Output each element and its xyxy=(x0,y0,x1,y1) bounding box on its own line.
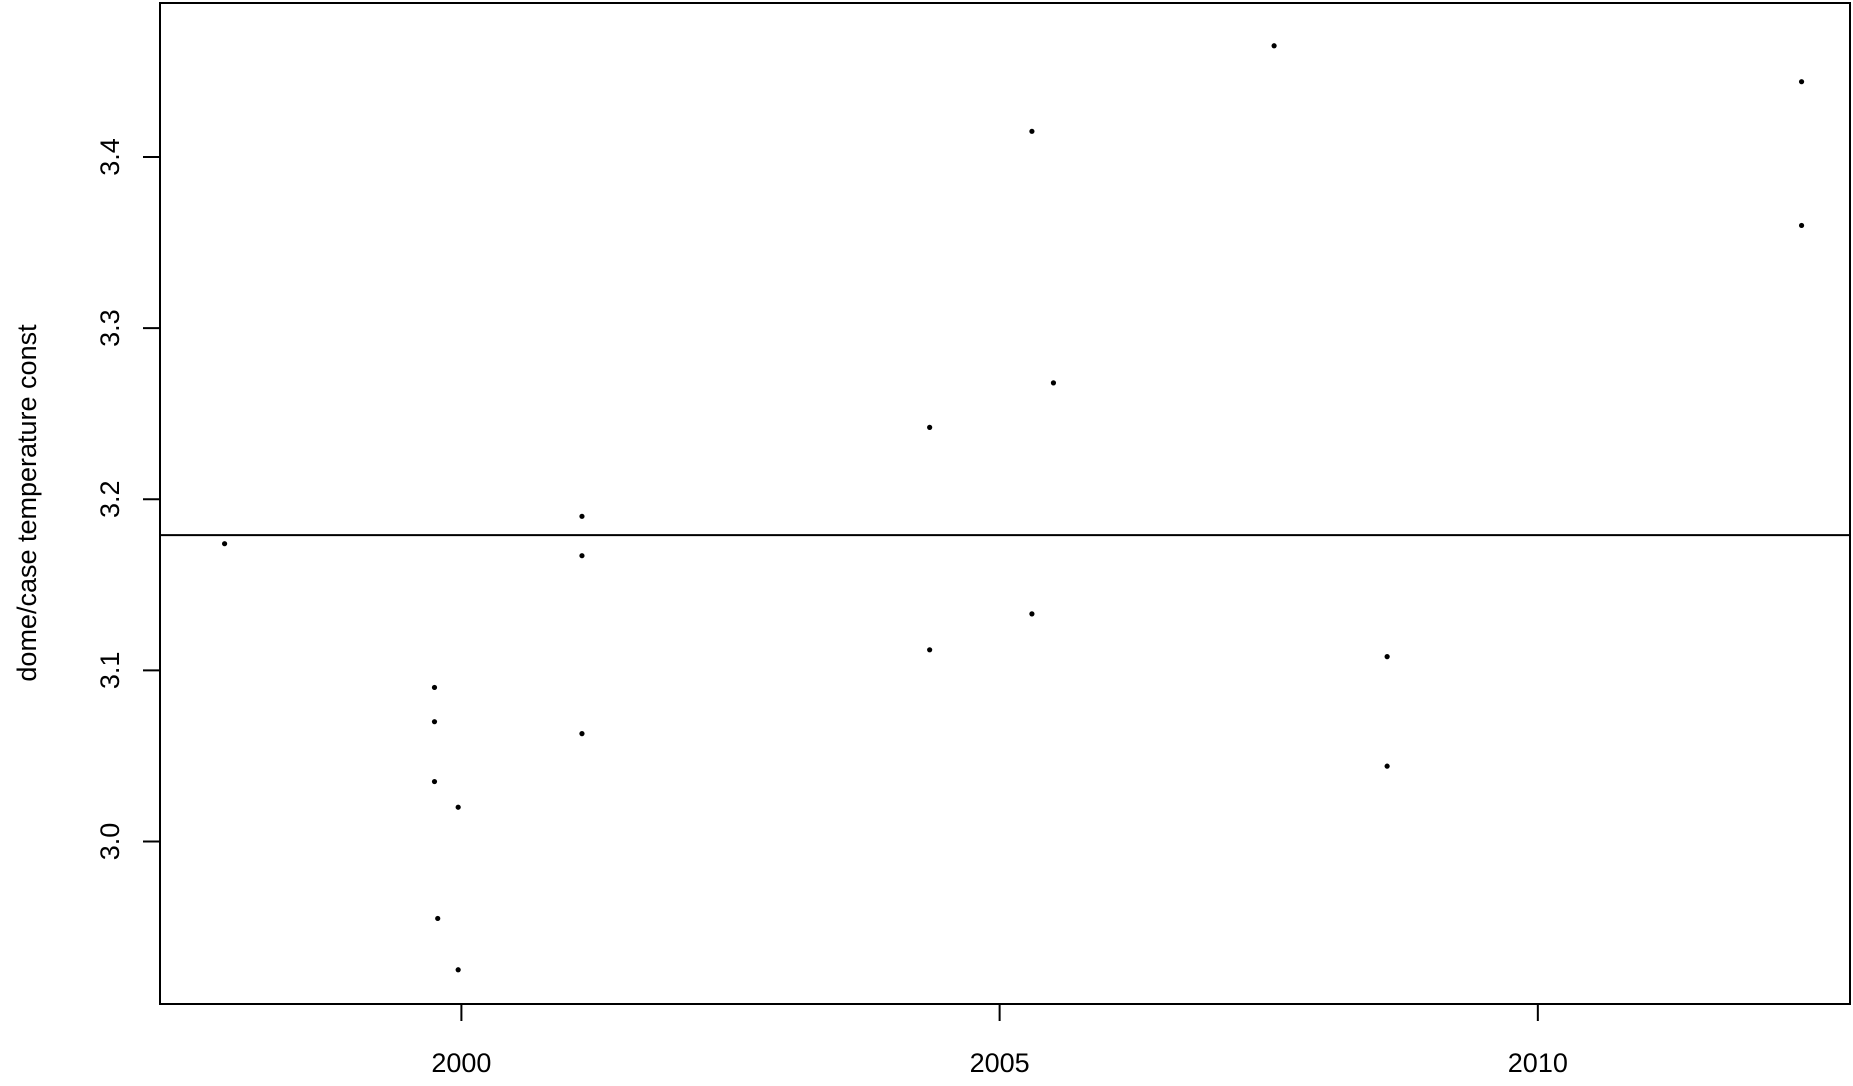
y-tick-label: 3.1 xyxy=(95,652,125,690)
y-tick-label: 3.4 xyxy=(95,138,125,176)
data-point xyxy=(1384,654,1390,660)
x-tick-label: 2000 xyxy=(431,1048,491,1078)
y-tick-label: 3.0 xyxy=(95,823,125,861)
data-points xyxy=(221,43,1805,973)
plot-frame xyxy=(159,2,1851,1005)
data-point xyxy=(455,967,461,973)
data-point xyxy=(431,719,438,725)
data-point xyxy=(927,647,933,653)
data-point xyxy=(1029,128,1035,134)
data-point xyxy=(1384,763,1390,769)
x-tick-label: 2005 xyxy=(970,1048,1030,1078)
y-axis-title: dome/case temperature const xyxy=(12,324,42,682)
data-point xyxy=(221,541,228,547)
data-point xyxy=(1798,79,1805,85)
data-point xyxy=(927,424,933,430)
x-axis: 2000 2005 2010 xyxy=(431,1004,1568,1078)
data-point xyxy=(1029,611,1035,617)
data-point xyxy=(455,804,461,810)
data-point xyxy=(1798,222,1805,229)
y-axis: 3.0 3.1 3.2 3.3 3.4 xyxy=(95,138,160,860)
data-point xyxy=(431,778,438,785)
data-point xyxy=(579,513,585,519)
data-point xyxy=(579,553,585,559)
data-point xyxy=(435,915,441,922)
data-point xyxy=(579,731,585,737)
x-tick-label: 2010 xyxy=(1508,1048,1568,1078)
data-point xyxy=(1050,380,1057,386)
y-tick-label: 3.3 xyxy=(95,309,125,347)
y-tick-label: 3.2 xyxy=(95,480,125,518)
data-point xyxy=(1271,43,1277,49)
data-point xyxy=(431,684,438,691)
